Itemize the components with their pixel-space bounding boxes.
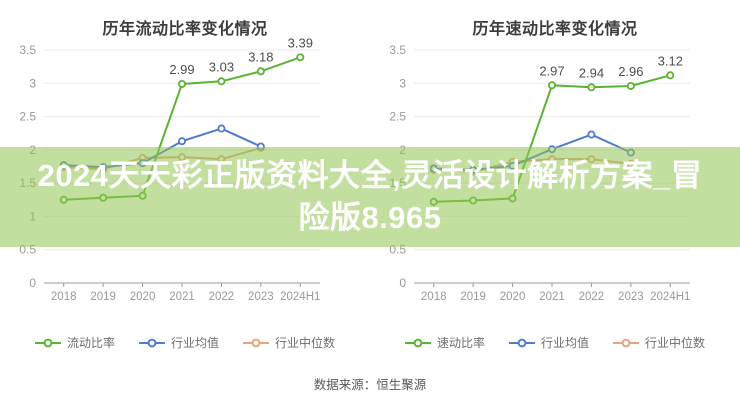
data-point-marker	[177, 137, 186, 146]
legend-label: 流动比率	[66, 336, 115, 350]
data-source: 数据来源：恒生聚源	[313, 378, 427, 392]
x-tick-label: 2020	[500, 291, 526, 303]
chart-title: 历年速动比率变化情况	[472, 21, 638, 38]
y-tick-label: 0	[399, 276, 406, 290]
data-point-marker	[587, 83, 596, 92]
data-label: 2.94	[579, 65, 604, 80]
chart-title: 历年流动比率变化情况	[102, 21, 268, 38]
x-tick-label: 2023	[248, 291, 274, 303]
legend-line-marker-icon	[508, 338, 535, 347]
x-tick-label: 2021	[169, 291, 195, 303]
x-tick-label: 2022	[579, 291, 605, 303]
legend-item-行业均值[interactable]: 行业均值	[508, 334, 589, 351]
data-point-marker	[547, 81, 556, 90]
data-label: 2.97	[539, 63, 564, 78]
data-label: 3.39	[288, 35, 313, 50]
y-tick-label: 2.5	[19, 110, 36, 124]
chart-legend: 流动比率 行业均值 行业中位数	[0, 334, 370, 351]
watermark-text-line1: 2024天天彩正版资料大全,灵活设计解析方案_冒	[37, 158, 703, 193]
legend-label: 行业均值	[170, 336, 219, 350]
legend-item-行业中位数[interactable]: 行业中位数	[243, 334, 335, 351]
data-label: 2.99	[169, 62, 194, 77]
legend-line-marker-icon	[34, 338, 61, 347]
data-label: 3.18	[248, 49, 273, 64]
watermark-banner: 2024天天彩正版资料大全,灵活设计解析方案_冒 险版8.965	[0, 147, 740, 247]
x-tick-label: 2018	[51, 291, 77, 303]
watermark-text-line2: 险版8.965	[298, 200, 442, 235]
x-tick-label: 2018	[421, 291, 447, 303]
legend-label: 行业中位数	[645, 336, 706, 350]
data-label: 3.03	[209, 59, 234, 74]
y-tick-label: 3.5	[389, 43, 406, 57]
x-tick-label: 2019	[460, 291, 486, 303]
data-point-marker	[587, 130, 596, 139]
y-tick-label: 2.5	[389, 110, 406, 124]
data-point-marker	[217, 124, 226, 133]
legend-label: 行业中位数	[275, 336, 336, 350]
data-point-marker	[296, 53, 305, 62]
x-tick-label: 2019	[90, 291, 116, 303]
legend-line-marker-icon	[243, 338, 269, 347]
legend-label: 速动比率	[436, 336, 485, 350]
y-tick-label: 3.5	[19, 43, 36, 57]
legend-item-行业中位数[interactable]: 行业中位数	[613, 334, 705, 351]
x-tick-label: 2024H1	[650, 291, 690, 303]
data-point-marker	[217, 77, 226, 86]
y-tick-label: 3	[29, 76, 36, 90]
legend-item-流动比率[interactable]: 流动比率	[34, 334, 115, 351]
data-label: 2.96	[618, 64, 643, 79]
x-tick-label: 2020	[130, 291, 156, 303]
legend-item-行业均值[interactable]: 行业均值	[138, 334, 219, 351]
x-tick-label: 2022	[209, 291, 235, 303]
legend-line-marker-icon	[404, 338, 431, 347]
data-point-marker	[256, 67, 265, 76]
chart-legend: 速动比率 行业均值 行业中位数	[370, 334, 740, 351]
data-point-marker	[626, 81, 635, 90]
legend-item-速动比率[interactable]: 速动比率	[404, 334, 485, 351]
x-tick-label: 2024H1	[280, 291, 320, 303]
x-tick-label: 2023	[618, 291, 644, 303]
y-tick-label: 0	[29, 276, 36, 290]
data-point-marker	[177, 79, 186, 88]
legend-line-marker-icon	[138, 338, 165, 347]
data-point-marker	[666, 71, 675, 80]
x-tick-label: 2021	[539, 291, 565, 303]
legend-label: 行业均值	[540, 336, 589, 350]
legend-line-marker-icon	[613, 338, 639, 347]
y-tick-label: 3	[399, 76, 406, 90]
data-label: 3.12	[658, 53, 683, 68]
